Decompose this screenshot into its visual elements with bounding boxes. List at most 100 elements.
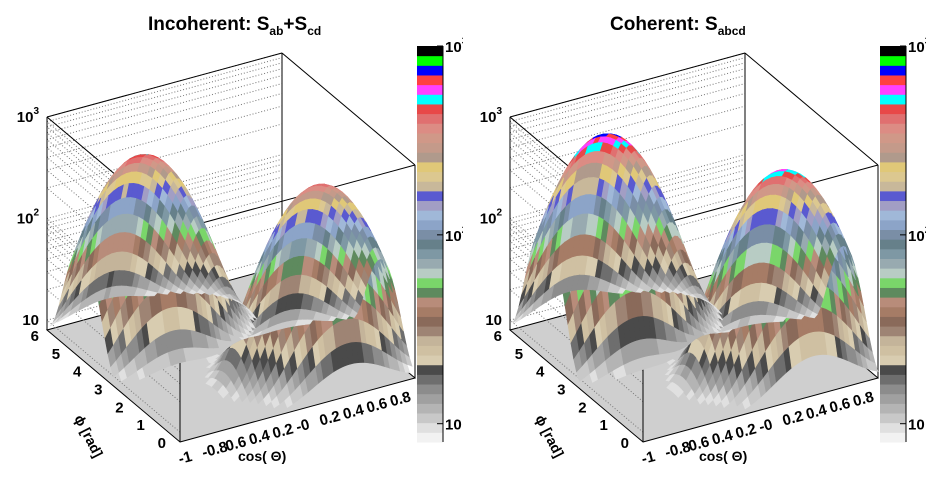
z-gridline-left [509, 157, 644, 270]
palette-band [880, 161, 906, 173]
y-tick-label: 4 [536, 364, 545, 381]
y-tick-label: 1 [136, 417, 144, 434]
x-tick-label: -0.8 [663, 438, 692, 461]
palette-band [417, 258, 443, 269]
palette-band [880, 413, 906, 424]
z-tick-label: 10 [22, 312, 39, 329]
right-color-palette: 10 102 103 [880, 36, 926, 443]
palette-band [417, 65, 443, 76]
palette-band [417, 248, 443, 259]
palette-band [880, 364, 906, 375]
z-gridline-left [46, 147, 181, 260]
y-tick-label: 3 [94, 381, 102, 398]
x-tick-label: 0.2 [271, 420, 296, 442]
palette-band [880, 74, 906, 86]
x-tick-label: 0.8 [851, 388, 876, 410]
z-gridline-left [46, 233, 181, 347]
x-tick-label: 0.8 [388, 388, 413, 410]
palette-band [880, 190, 906, 202]
y-tick-label: 5 [515, 346, 523, 363]
palette-band [880, 297, 906, 308]
palette-band [880, 306, 906, 317]
x-tick-label: -0 [294, 416, 311, 436]
x-tick-label: 0.2 [734, 420, 759, 442]
left-y-axis-label: ϕ [rad] [71, 412, 106, 460]
z-gridline-back [46, 62, 283, 128]
palette-band [417, 384, 443, 395]
palette-band [417, 55, 443, 66]
z-gridline-left [509, 126, 644, 240]
palette-band [880, 152, 906, 163]
right-surface [512, 133, 879, 410]
z-gridline-left [509, 121, 644, 235]
y-tick-label: 4 [73, 364, 82, 381]
palette-band [880, 287, 906, 298]
palette-band [417, 46, 443, 57]
z-gridline-left [46, 126, 181, 240]
palette-band [880, 277, 906, 288]
z-gridline-left [509, 147, 644, 260]
palette-band [880, 132, 906, 144]
palette-band [880, 403, 906, 414]
palette-band [417, 355, 443, 366]
x-tick-label: -1 [640, 448, 657, 468]
palette-band [417, 239, 443, 250]
y-tick-label: 2 [115, 399, 123, 416]
x-tick-label: 0.4 [341, 401, 366, 423]
top-back-edge [509, 52, 746, 118]
palette-band [417, 142, 443, 153]
right-y-axis-label: ϕ [rad] [532, 412, 567, 460]
palette-band [880, 432, 906, 443]
y-tick-label: 3 [557, 381, 565, 398]
right-x-axis: -1 -0.80.60.40.2-0 0.20.40.60.8 [640, 388, 876, 467]
palette-band [880, 103, 906, 115]
y-tick-label: 6 [494, 328, 502, 345]
palette-band [417, 335, 443, 346]
palette-band [417, 268, 443, 279]
z-gridline-back [46, 57, 283, 123]
z-gridline-left [46, 240, 181, 354]
y-tick-label: 0 [158, 435, 166, 452]
palette-band [880, 355, 906, 366]
surface-cell [514, 313, 524, 323]
right-x-axis-label: cos( Θ) [699, 448, 747, 464]
x-tick-label: -0.8 [200, 438, 229, 461]
palette-band [417, 94, 443, 105]
z-gridline-left [509, 187, 644, 301]
palette-band [417, 229, 443, 240]
palette-band [880, 123, 906, 134]
palette-tick-label: 102 [908, 225, 926, 245]
z-gridline-back [509, 57, 746, 123]
palette-band [417, 345, 443, 356]
palette-band [417, 161, 443, 173]
palette-band [417, 103, 443, 115]
y-tick-label: 5 [52, 346, 60, 363]
palette-band [417, 74, 443, 86]
palette-band [417, 181, 443, 192]
z-gridline-back [509, 68, 746, 134]
z-gridline-back [46, 92, 283, 158]
palette-band [880, 374, 906, 385]
palette-band [880, 46, 906, 57]
palette-band [417, 316, 443, 327]
palette-band [417, 403, 443, 414]
palette-band [880, 229, 906, 240]
palette-band [880, 384, 906, 395]
palette-band [880, 248, 906, 259]
palette-band [880, 316, 906, 327]
right-title: Coherent: Sabcd [610, 14, 746, 38]
y-tick-label: 0 [621, 435, 629, 452]
palette-band [417, 422, 443, 433]
top-right-edge [281, 52, 416, 166]
palette-band [880, 268, 906, 279]
z-gridline-left [509, 222, 644, 336]
x-tick-label: 0.2 [781, 408, 806, 430]
x-tick-label: 0.4 [247, 427, 272, 449]
z-gridline-back [509, 62, 746, 128]
palette-band [417, 432, 443, 443]
palette-band [880, 393, 906, 404]
y-tick-label: 2 [578, 399, 586, 416]
palette-band [417, 132, 443, 144]
palette-band [880, 239, 906, 250]
